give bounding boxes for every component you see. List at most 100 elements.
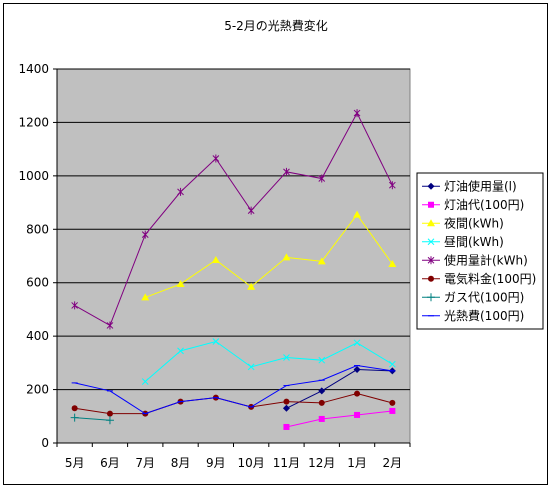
data-point bbox=[283, 167, 290, 176]
series-4 bbox=[141, 338, 396, 385]
legend-label: 灯油使用量(l) bbox=[444, 178, 517, 193]
x-tick-label: 5月 bbox=[65, 456, 85, 470]
legend-item: 光熱費(100円) bbox=[422, 308, 524, 323]
y-tick-label: 800 bbox=[26, 222, 49, 236]
data-point bbox=[212, 154, 220, 163]
data-point bbox=[353, 210, 362, 218]
legend: 灯油使用量(l) 灯油代(100円) 夜間(kWh) 昼間(kWh) 使用量計(kWh)… bbox=[416, 172, 544, 330]
data-point bbox=[317, 257, 326, 265]
legend-item: 使用量計(kWh) bbox=[422, 252, 528, 267]
series-line bbox=[74, 365, 393, 415]
legend-marker bbox=[427, 256, 435, 265]
data-point bbox=[283, 398, 290, 405]
series-layer bbox=[70, 109, 397, 430]
x-tick-label: 10月 bbox=[238, 456, 265, 470]
legend-item: 夜間(kWh) bbox=[422, 215, 504, 230]
data-point bbox=[141, 293, 150, 301]
legend-label: 昼間(kWh) bbox=[444, 235, 504, 249]
data-point bbox=[105, 416, 114, 425]
data-point bbox=[283, 354, 290, 361]
data-point bbox=[353, 339, 361, 347]
series-7 bbox=[70, 413, 114, 425]
y-tick-label: 0 bbox=[41, 436, 49, 450]
y-tick-label: 1000 bbox=[18, 169, 49, 183]
x-tick-label: 8月 bbox=[171, 456, 191, 470]
legend-item: 昼間(kWh) bbox=[422, 235, 504, 249]
gridlines bbox=[57, 68, 410, 391]
data-point bbox=[354, 390, 361, 397]
x-tick-label: 7月 bbox=[135, 456, 155, 470]
x-tick-label: 1月 bbox=[347, 456, 367, 470]
x-tick-label: 6月 bbox=[100, 456, 120, 470]
data-point bbox=[177, 187, 184, 196]
data-point bbox=[353, 109, 361, 118]
data-point bbox=[70, 413, 79, 422]
legend-marker bbox=[427, 238, 435, 246]
series-line bbox=[74, 111, 393, 327]
legend-item: ガス代(100円) bbox=[422, 290, 524, 304]
data-point bbox=[389, 407, 396, 414]
legend-item: 電気料金(100円) bbox=[422, 271, 536, 286]
series-5 bbox=[71, 109, 396, 330]
y-tick-label: 400 bbox=[26, 329, 49, 343]
legend-marker bbox=[427, 293, 435, 302]
x-tick-label: 12月 bbox=[308, 456, 335, 470]
legend-label: 使用量計(kWh) bbox=[444, 252, 528, 267]
data-point bbox=[388, 260, 397, 268]
y-tick-label: 1400 bbox=[18, 62, 49, 76]
data-point bbox=[388, 360, 396, 368]
series-line bbox=[286, 369, 393, 409]
series-line bbox=[144, 340, 393, 382]
series-line bbox=[286, 410, 393, 428]
chart-title: 5-2月の光熱費変化 bbox=[224, 18, 328, 33]
legend-label: 灯油代(100円) bbox=[444, 198, 524, 212]
legend-marker bbox=[428, 201, 434, 208]
data-point bbox=[353, 366, 361, 374]
y-tick-label: 200 bbox=[26, 383, 49, 397]
legend-marker bbox=[427, 182, 435, 190]
data-point bbox=[71, 301, 79, 310]
data-point bbox=[106, 410, 113, 417]
data-point bbox=[282, 253, 291, 261]
series-1 bbox=[282, 366, 396, 412]
series-3 bbox=[141, 210, 397, 301]
series-8 bbox=[71, 365, 396, 415]
legend-item: 灯油使用量(l) bbox=[422, 178, 517, 193]
data-point bbox=[247, 282, 256, 290]
data-point bbox=[247, 363, 255, 371]
y-tick-label: 600 bbox=[26, 276, 49, 290]
legend-marker bbox=[428, 275, 434, 282]
data-point bbox=[106, 321, 114, 330]
data-point bbox=[176, 280, 185, 288]
x-tick-label: 11月 bbox=[273, 456, 300, 470]
data-point bbox=[318, 415, 325, 422]
legend-label: 電気料金(100円) bbox=[444, 271, 536, 286]
legend-item: 灯油代(100円) bbox=[422, 198, 524, 212]
data-point bbox=[211, 256, 220, 264]
data-point bbox=[212, 338, 220, 345]
series-line bbox=[145, 213, 393, 298]
data-point bbox=[318, 356, 326, 364]
legend-label: ガス代(100円) bbox=[444, 290, 524, 304]
legend-label: 光熱費(100円) bbox=[444, 308, 524, 323]
data-point bbox=[141, 378, 149, 385]
data-point bbox=[177, 347, 184, 355]
x-tick-label: 2月 bbox=[383, 456, 403, 470]
plot-area bbox=[56, 68, 411, 444]
data-point bbox=[388, 181, 396, 190]
legend-box bbox=[416, 172, 544, 330]
axes: 0 200 400 600 800 1000 1200 1400 5月 6月 7月 8月 9月 10月 11… bbox=[18, 62, 411, 470]
y-tick-label: 1200 bbox=[18, 115, 49, 129]
data-point bbox=[389, 399, 396, 406]
data-point bbox=[141, 230, 149, 239]
data-point bbox=[71, 405, 78, 412]
data-point bbox=[283, 423, 290, 430]
data-point bbox=[318, 399, 325, 406]
legend-label: 夜間(kWh) bbox=[444, 215, 504, 230]
data-point bbox=[282, 404, 290, 412]
data-point bbox=[318, 174, 326, 183]
series-line bbox=[74, 417, 110, 421]
series-2 bbox=[283, 407, 396, 430]
data-point bbox=[354, 411, 361, 418]
